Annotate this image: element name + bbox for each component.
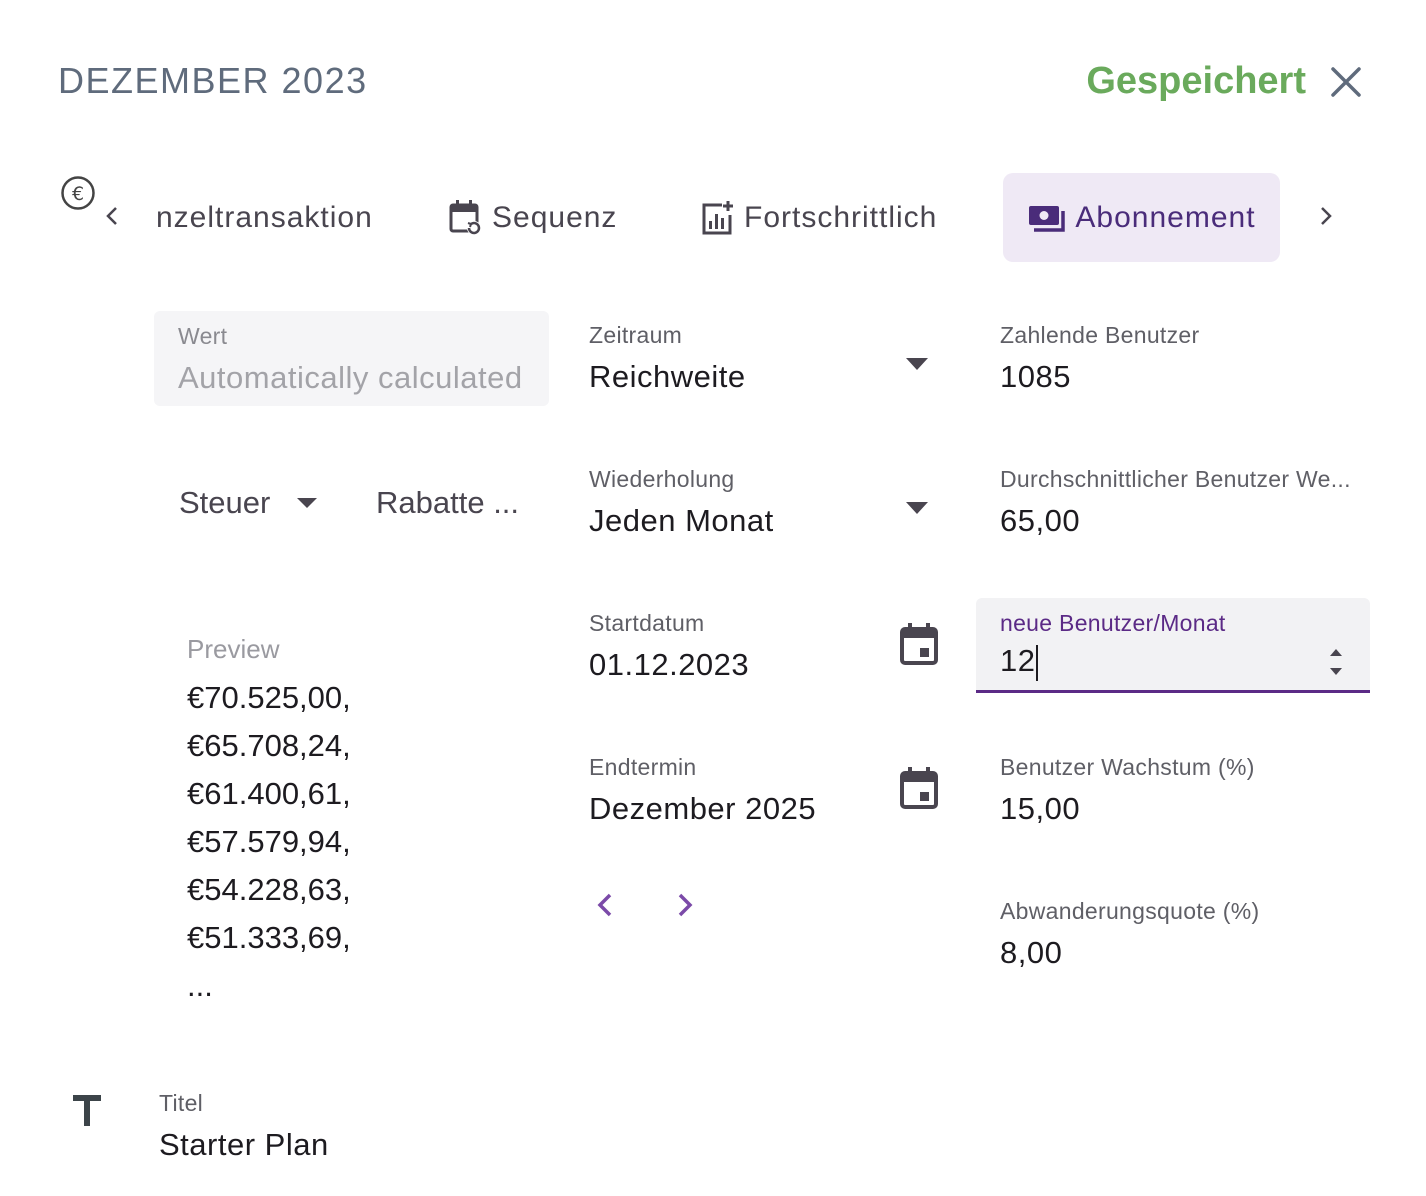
- period-dropdown-arrow-icon[interactable]: [905, 357, 929, 371]
- tab-subscription[interactable]: Abonnement: [1003, 173, 1280, 262]
- repeat-select[interactable]: Wiederholung Jeden Monat: [589, 466, 949, 539]
- text-cursor: [1036, 644, 1039, 681]
- preview-item: €51.333,69,: [187, 920, 351, 955]
- close-icon: [1331, 67, 1361, 97]
- chevron-right-icon: [1321, 207, 1332, 225]
- calendar-repeat-icon: [449, 199, 481, 235]
- chevron-right-icon: [678, 893, 693, 917]
- tab-label: nzeltransaktion: [156, 200, 373, 234]
- tax-label: Steuer: [179, 485, 271, 520]
- value-field-label: Wert: [178, 323, 228, 349]
- tab-sequence[interactable]: Sequenz: [448, 173, 617, 262]
- chevron-left-icon: [597, 893, 612, 917]
- value-field[interactable]: Wert Automatically calculated: [154, 311, 549, 406]
- close-button[interactable]: [1326, 62, 1366, 102]
- paying-users-label: Zahlende Benutzer: [1000, 322, 1200, 348]
- preview-item: €70.525,00,: [187, 680, 351, 715]
- churn-rate-value: 8,00: [1000, 935, 1063, 970]
- preview-item: €54.228,63,: [187, 872, 351, 907]
- user-growth-label: Benutzer Wachstum (%): [1000, 754, 1255, 780]
- text-t-icon: [73, 1095, 101, 1126]
- transaction-type-tabs: nzeltransaktion Sequenz Fortschrittlich: [156, 173, 1286, 263]
- paying-users-value: 1085: [1000, 359, 1071, 394]
- preview-item: ...: [187, 968, 213, 1003]
- tax-dropdown[interactable]: Steuer: [179, 485, 318, 521]
- period-value: Reichweite: [589, 359, 746, 394]
- preview-item: €61.400,61,: [187, 776, 351, 811]
- tabs-scroll-right-button[interactable]: [1314, 200, 1338, 232]
- tab-single-transaction[interactable]: nzeltransaktion: [156, 173, 373, 262]
- save-status-label: Gespeichert: [1086, 60, 1306, 102]
- number-stepper-icon[interactable]: [1328, 644, 1344, 680]
- euro-icon: €: [60, 175, 96, 211]
- svg-text:€: €: [72, 183, 84, 205]
- start-date-field[interactable]: Startdatum 01.12.2023: [589, 610, 949, 683]
- value-field-placeholder: Automatically calculated: [178, 360, 523, 395]
- chart-add-icon: [702, 200, 733, 234]
- churn-rate-field[interactable]: Abwanderungsquote (%) 8,00: [1000, 898, 1366, 971]
- user-growth-field[interactable]: Benutzer Wachstum (%) 15,00: [1000, 754, 1366, 827]
- new-users-value[interactable]: 12: [1000, 643, 1346, 681]
- discounts-button[interactable]: Rabatte ...: [376, 485, 520, 520]
- avg-user-value-value: 65,00: [1000, 503, 1081, 538]
- avg-user-value-label: Durchschnittlicher Benutzer We...: [1000, 466, 1351, 492]
- preview-list: €70.525,00, €65.708,24, €61.400,61, €57.…: [187, 674, 351, 1010]
- chevron-left-icon: [106, 207, 117, 225]
- repeat-label: Wiederholung: [589, 466, 735, 492]
- new-users-value-text: 12: [1000, 643, 1036, 678]
- period-select[interactable]: Zeitraum Reichweite: [589, 322, 949, 395]
- calendar-icon[interactable]: [899, 766, 939, 810]
- next-period-button[interactable]: [672, 888, 698, 922]
- paying-users-field[interactable]: Zahlende Benutzer 1085: [1000, 322, 1366, 395]
- title-value: Starter Plan: [159, 1127, 329, 1162]
- title-label: Titel: [159, 1090, 204, 1116]
- payments-icon: [1029, 205, 1066, 232]
- churn-rate-label: Abwanderungsquote (%): [1000, 898, 1260, 924]
- tab-label: Fortschrittlich: [744, 200, 938, 234]
- calendar-icon[interactable]: [899, 622, 939, 666]
- end-date-value: Dezember 2025: [589, 791, 817, 826]
- repeat-dropdown-arrow-icon[interactable]: [905, 501, 929, 515]
- tabs-scroll-left-button[interactable]: [100, 200, 124, 232]
- repeat-value: Jeden Monat: [589, 503, 774, 538]
- page-title: DEZEMBER 2023: [58, 60, 368, 101]
- user-growth-value: 15,00: [1000, 791, 1081, 826]
- tab-label: Sequenz: [492, 200, 618, 234]
- tab-label: Abonnement: [1075, 200, 1256, 234]
- dropdown-arrow-icon: [297, 498, 318, 508]
- end-date-label: Endtermin: [589, 754, 697, 780]
- preview-item: €65.708,24,: [187, 728, 351, 763]
- end-date-field[interactable]: Endtermin Dezember 2025: [589, 754, 949, 827]
- previous-period-button[interactable]: [592, 888, 618, 922]
- period-label: Zeitraum: [589, 322, 683, 348]
- title-field[interactable]: Titel Starter Plan: [159, 1090, 329, 1163]
- start-date-label: Startdatum: [589, 610, 705, 636]
- new-users-per-month-input[interactable]: neue Benutzer/Monat 12: [976, 598, 1370, 693]
- start-date-value: 01.12.2023: [589, 647, 750, 682]
- preview-label: Preview: [187, 634, 280, 664]
- preview-item: €57.579,94,: [187, 824, 351, 859]
- new-users-label: neue Benutzer/Monat: [1000, 610, 1226, 636]
- avg-user-value-field[interactable]: Durchschnittlicher Benutzer We... 65,00: [1000, 466, 1366, 539]
- tab-advanced[interactable]: Fortschrittlich: [700, 173, 937, 262]
